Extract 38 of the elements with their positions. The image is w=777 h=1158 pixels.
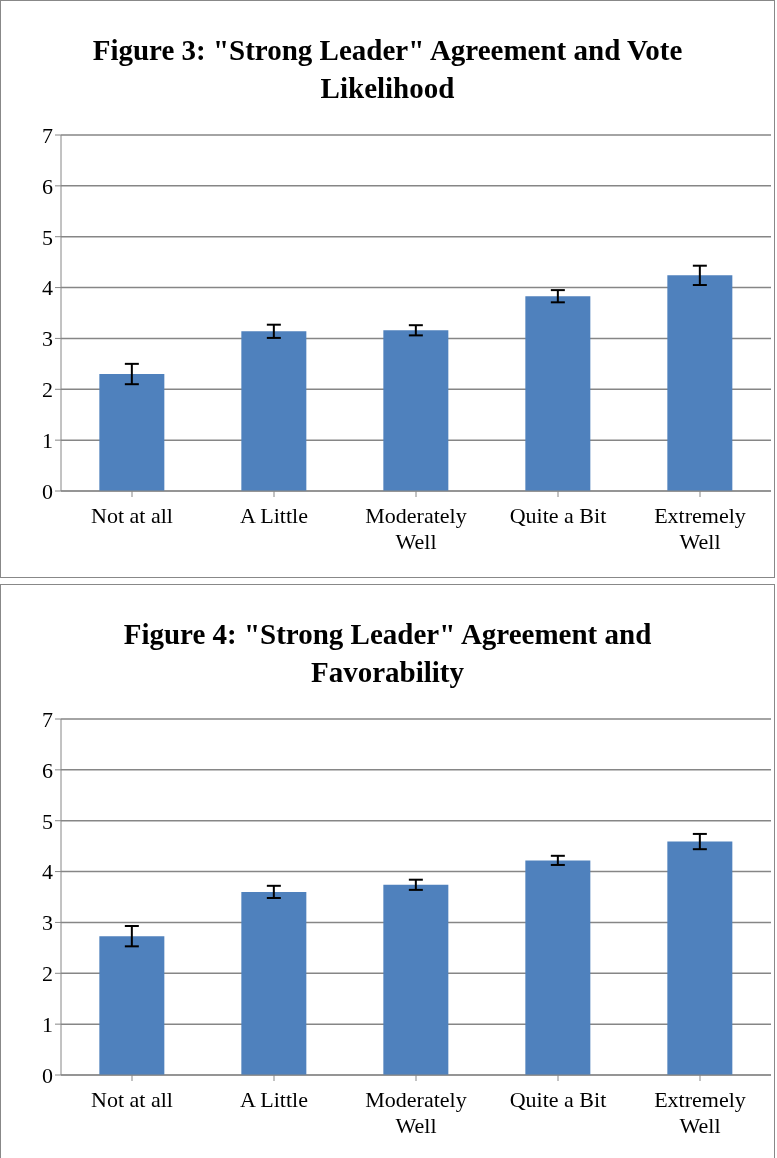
y-tick-label: 4 [42, 859, 53, 885]
x-tick-label: Not at all [91, 503, 173, 528]
y-tick-label: 3 [42, 326, 53, 352]
y-tick-label: 5 [42, 224, 53, 250]
bar [241, 891, 307, 1075]
bar [667, 841, 733, 1075]
x-tick-label: Quite a Bit [509, 503, 607, 528]
y-tick-label: 7 [42, 122, 53, 148]
y-tick-label: 6 [42, 173, 53, 199]
y-tick-label: 2 [42, 377, 53, 403]
chart-title: Figure 3: "Strong Leader" Agreement and Vote Likelihood [91, 33, 684, 106]
x-tick-label: Not at all [91, 1087, 173, 1112]
y-tick-label: 3 [42, 910, 53, 936]
x-tick-label: Moderately Well [365, 1087, 467, 1138]
bar [525, 296, 591, 491]
x-tick-label: Moderately Well [365, 503, 467, 554]
bar [383, 884, 449, 1075]
bar [99, 374, 165, 491]
bar [667, 275, 733, 491]
bar [525, 860, 591, 1075]
x-tick-label: A Little [240, 1087, 308, 1112]
x-tick-label: Extremely Well [654, 503, 746, 554]
y-tick-label: 7 [42, 706, 53, 732]
y-tick-label: 6 [42, 757, 53, 783]
bar [383, 330, 449, 491]
x-tick-label: Extremely Well [654, 1087, 746, 1138]
x-tick-label: Quite a Bit [509, 1087, 607, 1112]
y-tick-label: 0 [42, 478, 53, 504]
bar [241, 331, 307, 491]
bar [99, 936, 165, 1075]
y-tick-label: 0 [42, 1062, 53, 1088]
y-tick-label: 2 [42, 961, 53, 987]
x-tick-label: A Little [240, 503, 308, 528]
y-tick-label: 4 [42, 275, 53, 301]
chart-title: Figure 4: "Strong Leader" Agreement and Favorability [122, 617, 653, 690]
y-tick-label: 1 [42, 427, 53, 453]
y-tick-label: 1 [42, 1011, 53, 1037]
y-tick-label: 5 [42, 808, 53, 834]
